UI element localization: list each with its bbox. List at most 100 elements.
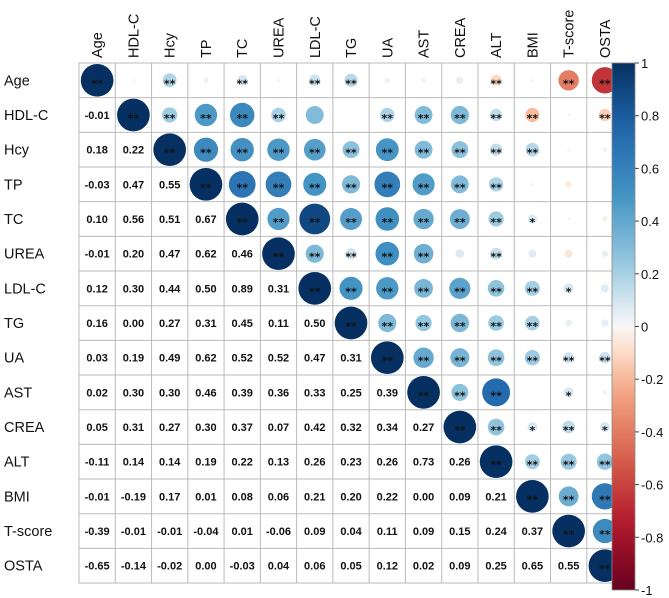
significance-tg-bmi: ** xyxy=(527,320,539,333)
corr-value-t-score-hcy: -0.01 xyxy=(157,526,182,538)
corr-value-tp-hdl-c: 0.47 xyxy=(123,179,144,191)
corr-value-osta-crea: 0.09 xyxy=(449,561,470,573)
significance-tc-ldl-c: ** xyxy=(309,216,321,229)
corr-value-t-score-ldl-c: 0.09 xyxy=(304,526,325,538)
col-label-hdl-c: HDL-C xyxy=(126,14,142,58)
corr-value-alt-ua: 0.26 xyxy=(377,457,398,469)
corr-value-osta-ua: 0.12 xyxy=(377,561,398,573)
significance-ua-t-score: ** xyxy=(563,355,575,368)
corr-value-t-score-bmi: 0.37 xyxy=(522,526,543,538)
corr-circle-crea-t-score xyxy=(562,420,575,434)
corr-circle-hcy-ast xyxy=(414,140,433,159)
corr-value-alt-age: -0.11 xyxy=(85,457,109,469)
corr-value-bmi-crea: 0.09 xyxy=(449,491,470,503)
colorbar-tick-label: -0.4 xyxy=(641,425,663,440)
corr-value-bmi-tc: 0.08 xyxy=(232,491,253,503)
corr-value-osta-alt: 0.25 xyxy=(485,561,506,573)
significance-tc-urea: ** xyxy=(273,216,285,229)
significance-ua-ast: ** xyxy=(418,355,430,368)
corr-circle-alt-bmi xyxy=(524,454,540,470)
corr-circle-hcy-urea xyxy=(267,138,290,161)
significance-age-tg: ** xyxy=(345,77,357,90)
corr-circle-hdl-c-crea xyxy=(450,105,469,125)
corr-circle-tg-ast xyxy=(415,314,432,332)
colorbar-tick-label: 0 xyxy=(641,320,648,335)
corr-value-ast-ua: 0.39 xyxy=(377,387,398,399)
corr-circle-t-score-osta xyxy=(592,518,618,544)
corr-value-ua-urea: 0.52 xyxy=(268,353,289,365)
significance-hcy-ldl-c: ** xyxy=(309,147,321,160)
corr-value-tc-tp: 0.67 xyxy=(195,214,216,226)
corr-value-ua-tg: 0.31 xyxy=(340,353,361,365)
significance-ua-bmi: ** xyxy=(527,355,539,368)
significance-hdl-c-alt: ** xyxy=(490,112,502,125)
corr-circle-ldl-c-alt xyxy=(487,280,505,297)
row-label-alt: ALT xyxy=(4,455,30,471)
significance-hcy-urea: ** xyxy=(273,147,285,160)
corr-circle-crea-osta xyxy=(600,422,610,432)
corr-circle-tc-ldl-c xyxy=(299,203,331,235)
corr-value-ua-ldl-c: 0.47 xyxy=(304,353,325,365)
significance-ua-ua: ** xyxy=(382,355,394,368)
corr-value-bmi-tg: 0.20 xyxy=(340,491,361,503)
corr-value-bmi-age: -0.01 xyxy=(85,491,110,503)
corr-circle-tg-osta xyxy=(601,319,609,327)
corr-value-hdl-c-age: -0.01 xyxy=(85,110,110,122)
corr-circle-tg-crea xyxy=(450,313,470,333)
corr-value-ast-tg: 0.25 xyxy=(340,387,361,399)
col-label-age: Age xyxy=(90,32,106,58)
corr-circle-age-urea xyxy=(276,78,281,82)
corr-value-urea-hdl-c: 0.20 xyxy=(123,249,144,261)
significance-ldl-c-crea: ** xyxy=(454,285,466,298)
corr-value-t-score-alt: 0.24 xyxy=(485,526,507,538)
significance-ua-alt: ** xyxy=(490,355,502,368)
corr-circle-age-ua xyxy=(384,77,391,84)
corr-value-osta-hdl-c: -0.14 xyxy=(121,561,147,573)
significance-t-score-osta: ** xyxy=(599,528,611,541)
significance-tp-ua: ** xyxy=(382,181,394,194)
corr-circle-ua-ua xyxy=(370,341,404,375)
corr-value-osta-tc: -0.03 xyxy=(230,561,255,573)
corr-circle-urea-osta xyxy=(601,250,609,257)
significance-urea-ua: ** xyxy=(382,251,394,264)
corr-circle-tc-bmi xyxy=(527,214,537,224)
corr-circle-age-tp xyxy=(203,77,209,84)
corr-circle-tc-tg xyxy=(340,208,362,230)
colorbar-tick-label: 0.4 xyxy=(641,214,659,229)
significance-crea-alt: ** xyxy=(490,424,502,437)
corr-value-alt-tg: 0.23 xyxy=(340,457,361,469)
corr-value-crea-tg: 0.32 xyxy=(340,422,361,434)
corr-circle-tp-t-score xyxy=(565,181,572,188)
corr-value-bmi-ldl-c: 0.21 xyxy=(304,491,325,503)
corr-circle-age-age xyxy=(80,63,114,97)
significance-ldl-c-ua: ** xyxy=(382,285,394,298)
significance-crea-t-score: ** xyxy=(563,424,575,437)
colorbar-tick-label: -0.6 xyxy=(641,478,663,493)
corr-value-ua-hcy: 0.49 xyxy=(159,353,180,365)
significance-tp-tg: ** xyxy=(345,181,357,194)
significance-tc-ua: ** xyxy=(382,216,394,229)
corr-circle-hcy-tp xyxy=(193,137,219,162)
significance-ast-t-score: * xyxy=(566,389,572,402)
corr-value-alt-ast: 0.73 xyxy=(413,457,434,469)
significance-hcy-alt: ** xyxy=(490,147,502,160)
significance-ua-crea: ** xyxy=(454,355,466,368)
corr-value-ast-ldl-c: 0.33 xyxy=(304,387,325,399)
corr-value-ast-tp: 0.46 xyxy=(195,387,216,399)
corr-circle-urea-ldl-c xyxy=(305,244,324,263)
corr-circle-bmi-t-score xyxy=(558,486,579,507)
corr-circle-tg-alt xyxy=(488,315,504,331)
significance-osta-osta: ** xyxy=(599,563,611,576)
corr-circle-ldl-c-osta xyxy=(600,284,609,293)
corr-value-bmi-hcy: 0.17 xyxy=(159,491,180,503)
significance-ast-alt: ** xyxy=(490,389,502,402)
corr-circle-age-tc xyxy=(237,75,248,86)
colorbar-tick-label: -1 xyxy=(641,583,653,598)
color-legend: 1 0.8 0.6 0.4 0.2 0 -0.2 -0.4 -0.6 -0.8 -1 xyxy=(611,56,663,598)
significance-ldl-c-ldl-c: ** xyxy=(309,285,321,298)
corr-circle-hdl-c-bmi xyxy=(525,107,540,123)
corr-value-osta-urea: 0.04 xyxy=(268,561,290,573)
corr-circle-tp-ast xyxy=(412,173,435,196)
corr-circle-tp-urea xyxy=(265,171,292,198)
